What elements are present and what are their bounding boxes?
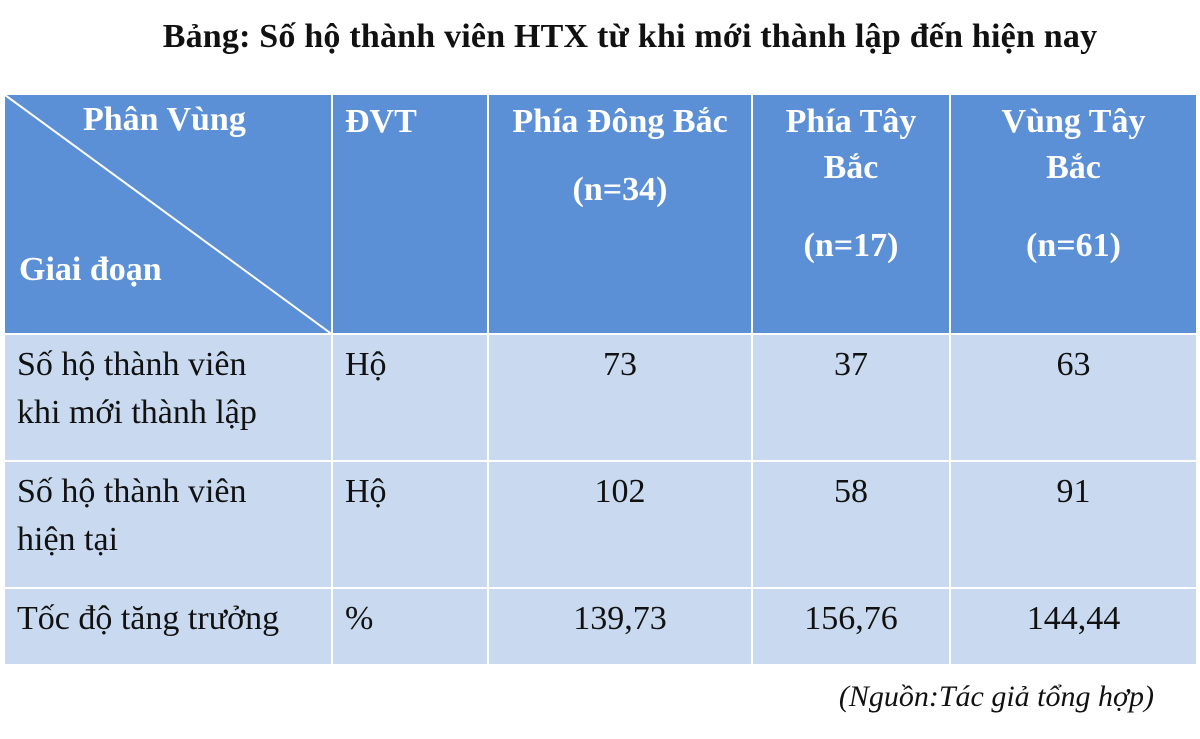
row-label-line: hiện tại <box>17 521 119 558</box>
northwest-header-name-2: Bắc <box>1046 149 1101 186</box>
row-unit-cell: Hộ <box>331 460 489 589</box>
northeast-header-count: (n=34) <box>572 171 668 208</box>
northwest-header-cell: Vùng Tây Bắc (n=61) <box>949 93 1198 335</box>
west-northwest-header-cell: Phía Tây Bắc (n=17) <box>751 93 951 335</box>
west-northwest-value-cell: 156,76 <box>751 587 951 666</box>
row-label-cell: Số hộ thành viên hiện tại <box>3 460 333 589</box>
row-label-line: Tốc độ tăng trưởng <box>17 600 280 637</box>
unit-header-cell: ĐVT <box>331 93 489 335</box>
table-row: Tốc độ tăng trưởng % 139,73 156,76 144,4… <box>3 587 1198 666</box>
northeast-value-cell: 139,73 <box>487 587 753 666</box>
table-row: Số hộ thành viên hiện tại Hộ 102 58 91 <box>3 460 1198 589</box>
row-unit-cell: Hộ <box>331 333 489 462</box>
row-label-cell: Tốc độ tăng trưởng <box>3 587 333 666</box>
northeast-value-cell: 73 <box>487 333 753 462</box>
region-header-label: Phân Vùng <box>83 101 246 138</box>
row-label-cell: Số hộ thành viên khi mới thành lập <box>3 333 333 462</box>
northwest-header-name-1: Vùng Tây <box>1001 103 1146 140</box>
corner-header-cell: Phân Vùng Giai đoạn <box>3 93 333 335</box>
unit-header-label: ĐVT <box>345 103 417 140</box>
west-northwest-header-name-2: Bắc <box>823 149 879 186</box>
northwest-value-cell: 91 <box>949 460 1198 589</box>
row-label-line: Số hộ thành viên <box>17 473 247 510</box>
west-northwest-header-count: (n=17) <box>803 227 899 264</box>
members-table: Phân Vùng Giai đoạn ĐVT Phía Đông Bắc (n… <box>3 93 1198 666</box>
northwest-header-count: (n=61) <box>1026 227 1121 264</box>
northwest-value-cell: 63 <box>949 333 1198 462</box>
row-label-line: khi mới thành lập <box>17 394 257 431</box>
northeast-header-cell: Phía Đông Bắc (n=34) <box>487 93 753 335</box>
west-northwest-value-cell: 58 <box>751 460 951 589</box>
west-northwest-value-cell: 37 <box>751 333 951 462</box>
row-unit-cell: % <box>331 587 489 666</box>
header-row: Phân Vùng Giai đoạn ĐVT Phía Đông Bắc (n… <box>3 93 1198 335</box>
northwest-value-cell: 144,44 <box>949 587 1198 666</box>
diagonal-divider <box>5 95 333 335</box>
northeast-header-name: Phía Đông Bắc <box>512 103 728 140</box>
table-title: Bảng: Số hộ thành viên HTX từ khi mới th… <box>162 18 1098 55</box>
west-northwest-header-name-1: Phía Tây <box>785 103 917 140</box>
source-note: (Nguồn:Tác giả tổng hợp) <box>838 680 1154 713</box>
northeast-value-cell: 102 <box>487 460 753 589</box>
period-header-label: Giai đoạn <box>19 251 162 288</box>
table-row: Số hộ thành viên khi mới thành lập Hộ 73… <box>3 333 1198 462</box>
row-label-line: Số hộ thành viên <box>17 346 247 383</box>
